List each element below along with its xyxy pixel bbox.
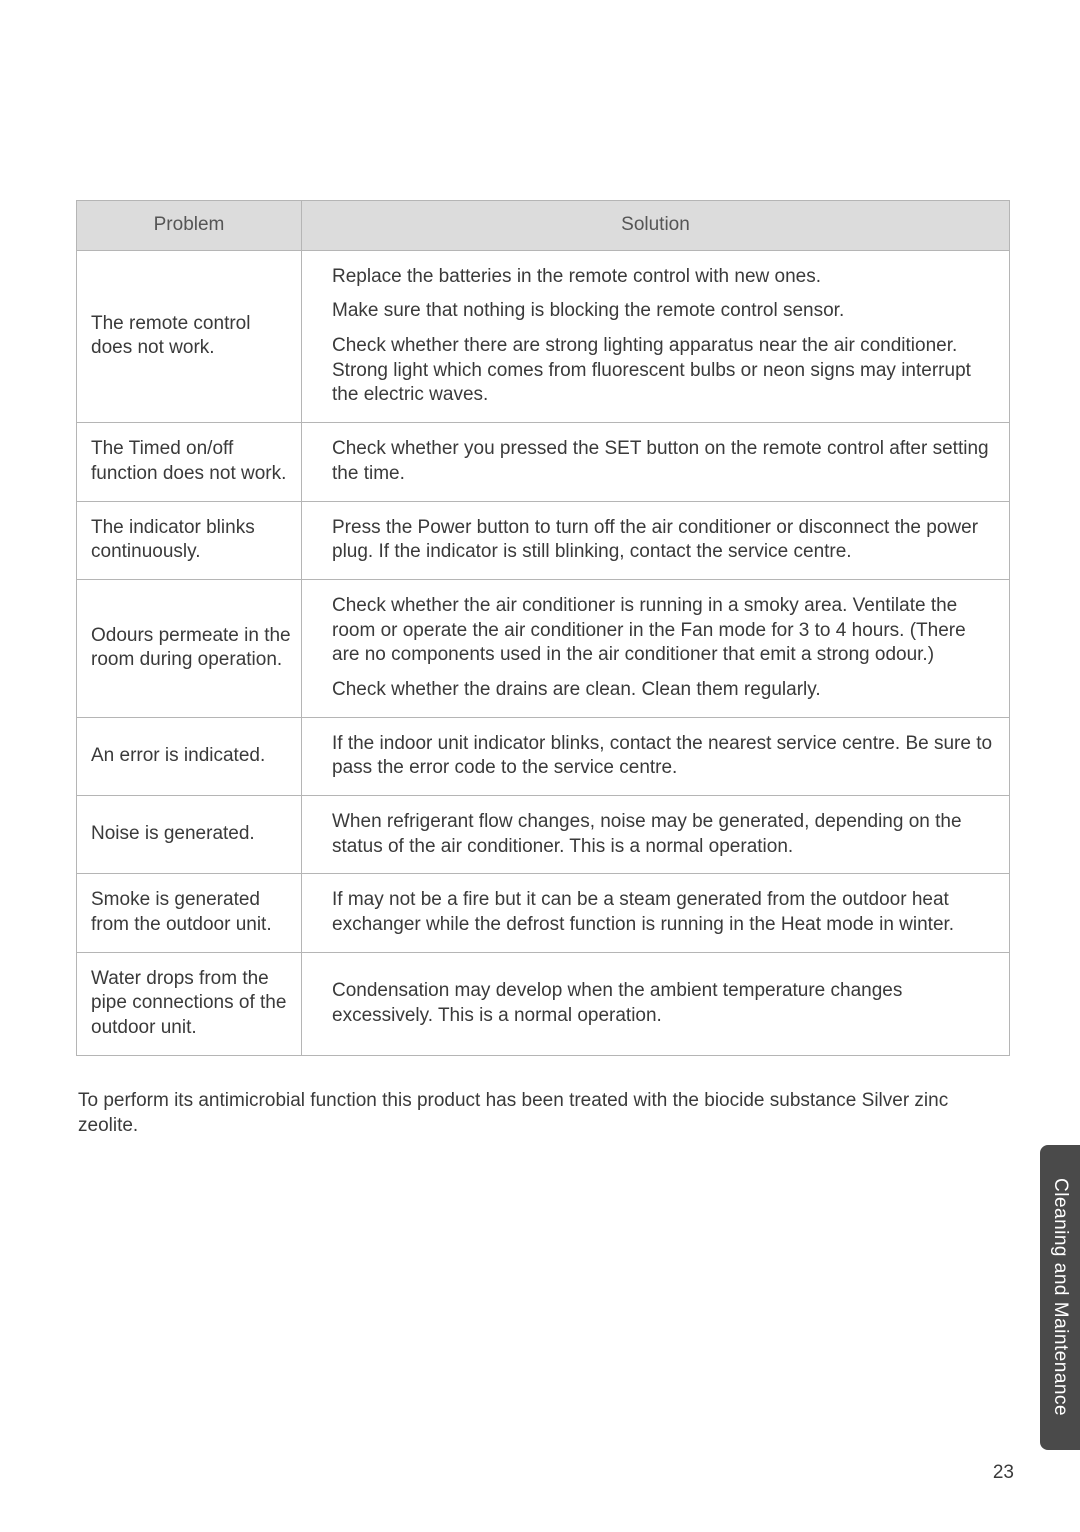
- troubleshooting-table: Problem Solution The remote control does…: [76, 200, 1010, 1056]
- solution-text: Check whether the air conditioner is run…: [332, 594, 993, 668]
- table-row: Odours permeate in the room during opera…: [77, 579, 1010, 717]
- section-tab-label: Cleaning and Maintenance: [1049, 1178, 1071, 1416]
- solution-text: Press the Power button to turn off the a…: [332, 516, 993, 565]
- table-header-row: Problem Solution: [77, 201, 1010, 251]
- problem-cell: The remote control does not work.: [77, 250, 302, 422]
- solution-text: Check whether there are strong lighting …: [332, 334, 993, 408]
- page-number: 23: [993, 1462, 1014, 1484]
- problem-cell: Noise is generated.: [77, 796, 302, 874]
- solution-cell: If the indoor unit indicator blinks, con…: [302, 717, 1010, 795]
- problem-cell: Smoke is generated from the outdoor unit…: [77, 874, 302, 952]
- solution-text: Check whether the drains are clean. Clea…: [332, 678, 993, 703]
- footer-note: To perform its antimicrobial function th…: [76, 1088, 1010, 1139]
- solution-cell: When refrigerant flow changes, noise may…: [302, 796, 1010, 874]
- problem-cell: The Timed on/off function does not work.: [77, 423, 302, 501]
- solution-text: If the indoor unit indicator blinks, con…: [332, 732, 993, 781]
- solution-cell: Press the Power button to turn off the a…: [302, 501, 1010, 579]
- table-row: The Timed on/off function does not work.…: [77, 423, 1010, 501]
- table-row: The indicator blinks continuously. Press…: [77, 501, 1010, 579]
- solution-text: If may not be a fire but it can be a ste…: [332, 888, 993, 937]
- solution-cell: Replace the batteries in the remote cont…: [302, 250, 1010, 422]
- solution-text: Check whether you pressed the SET button…: [332, 437, 993, 486]
- table-row: Water drops from the pipe connections of…: [77, 952, 1010, 1055]
- solution-cell: Check whether you pressed the SET button…: [302, 423, 1010, 501]
- problem-cell: Odours permeate in the room during opera…: [77, 579, 302, 717]
- solution-text: Replace the batteries in the remote cont…: [332, 265, 993, 290]
- table-row: The remote control does not work. Replac…: [77, 250, 1010, 422]
- problem-cell: The indicator blinks continuously.: [77, 501, 302, 579]
- solution-text: Make sure that nothing is blocking the r…: [332, 299, 993, 324]
- table-row: Noise is generated. When refrigerant flo…: [77, 796, 1010, 874]
- table-row: Smoke is generated from the outdoor unit…: [77, 874, 1010, 952]
- solution-cell: If may not be a fire but it can be a ste…: [302, 874, 1010, 952]
- col-header-problem: Problem: [77, 201, 302, 251]
- problem-cell: An error is indicated.: [77, 717, 302, 795]
- solution-text: Condensation may develop when the ambien…: [332, 979, 993, 1028]
- table-body: The remote control does not work. Replac…: [77, 250, 1010, 1055]
- col-header-solution: Solution: [302, 201, 1010, 251]
- problem-cell: Water drops from the pipe connections of…: [77, 952, 302, 1055]
- solution-cell: Check whether the air conditioner is run…: [302, 579, 1010, 717]
- solution-cell: Condensation may develop when the ambien…: [302, 952, 1010, 1055]
- section-tab: Cleaning and Maintenance: [1040, 1145, 1080, 1450]
- table-row: An error is indicated. If the indoor uni…: [77, 717, 1010, 795]
- manual-page: Problem Solution The remote control does…: [0, 0, 1080, 1532]
- solution-text: When refrigerant flow changes, noise may…: [332, 810, 993, 859]
